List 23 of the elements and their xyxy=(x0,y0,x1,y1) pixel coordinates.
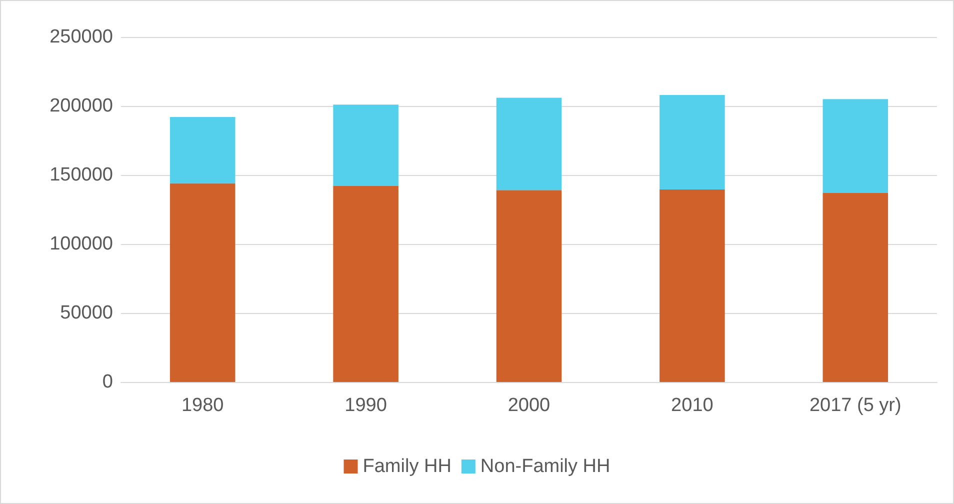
y-tick-label: 100000 xyxy=(50,234,113,254)
bar xyxy=(170,117,236,184)
bar xyxy=(333,186,398,382)
bar xyxy=(170,183,236,382)
y-tick-label: 150000 xyxy=(50,164,113,186)
bar xyxy=(333,104,398,186)
x-tick-label: 2010 xyxy=(671,395,714,416)
x-tick-label: 2000 xyxy=(508,395,550,416)
y-tick-label: 250000 xyxy=(50,26,113,48)
y-tick-label: 200000 xyxy=(50,96,113,116)
bar xyxy=(822,99,888,193)
legend-label: Non-Family HH xyxy=(480,456,610,477)
bar xyxy=(496,98,562,190)
y-tick-label: 50000 xyxy=(60,302,113,324)
x-tick-label: 2017 (5 yr) xyxy=(809,395,902,416)
x-tick-label: 1980 xyxy=(181,395,224,416)
legend-label: Family HH xyxy=(362,456,452,477)
y-tick-label: 0 xyxy=(102,372,113,392)
bar xyxy=(822,192,888,382)
bar xyxy=(660,94,725,190)
x-tick-label: 1990 xyxy=(344,395,387,416)
bar xyxy=(496,190,562,382)
bar xyxy=(660,189,725,382)
